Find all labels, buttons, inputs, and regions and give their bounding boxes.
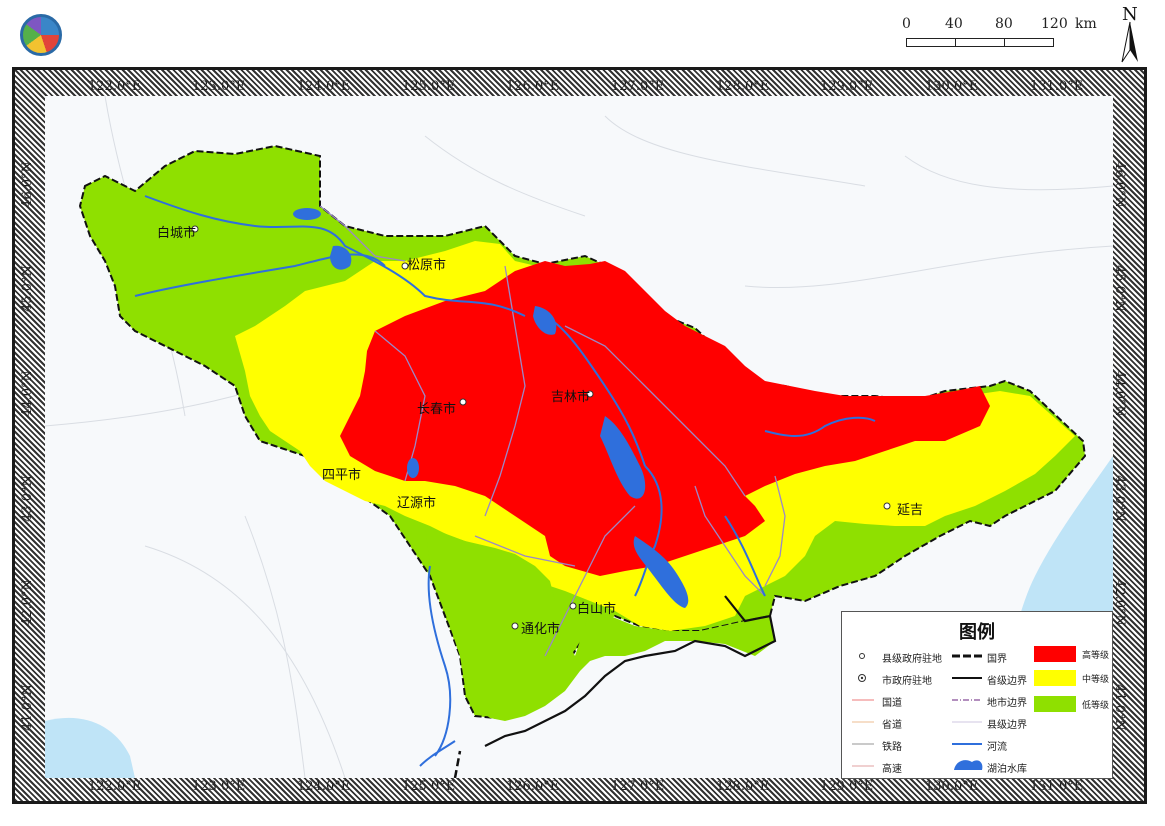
lat-label-right-46: 46.0°N: [1111, 161, 1127, 208]
city-label-baicheng: 白城市: [157, 226, 197, 241]
lat-label-right-41: 41.0°N: [1111, 684, 1127, 731]
scale-bar: 0 40 80 120 km: [902, 14, 1097, 54]
legend-city-border: 地市边界: [987, 698, 1027, 709]
legend-title: 图例: [959, 622, 995, 643]
lat-label-left-46: 46.0°N: [19, 161, 35, 208]
lat-label-right-42: 42.0°N: [1111, 579, 1127, 626]
north-label: N: [1122, 4, 1138, 25]
lakes: [293, 208, 689, 608]
lat-label-left-45: 45.0°N: [19, 265, 35, 312]
legend-river: 河流: [987, 742, 1007, 753]
lat-label-right-44: 44.0°N: [1111, 370, 1127, 417]
legend-swatch-high: [1034, 646, 1076, 662]
lon-label-top-131: 131.0°E: [1030, 79, 1084, 94]
scale-tick-40: 40: [945, 16, 963, 32]
north-arrow-icon: [1121, 21, 1138, 63]
lon-label-bottom-123: 123.0°E: [192, 779, 246, 794]
lon-label-top-126: 126.0°E: [506, 79, 560, 94]
city-label-baishan: 白山市: [577, 602, 617, 617]
lon-label-bottom-130: 130.0°E: [925, 779, 979, 794]
city-label-liaoyuan: 辽源市: [397, 496, 437, 511]
lon-label-bottom-122: 122.0°E: [88, 779, 142, 794]
legend-city-seat: 市政府驻地: [882, 676, 932, 687]
lon-label-bottom-129: 129.0°E: [820, 779, 874, 794]
lon-label-top-128: 128.0°E: [716, 79, 770, 94]
legend-railway: 铁路: [882, 742, 902, 753]
lon-label-top-127: 127.0°E: [611, 79, 665, 94]
north-arrow: N: [1116, 4, 1146, 64]
county-seats: [191, 225, 891, 630]
legend-national-road: 国道: [882, 698, 902, 709]
legend-county-seat: 县级政府驻地: [882, 654, 942, 665]
lat-label-left-41: 41.0°N: [19, 684, 35, 731]
legend-lake: 湖泊水库: [987, 764, 1027, 775]
rivers: [134, 195, 876, 767]
lon-label-bottom-128: 128.0°E: [716, 779, 770, 794]
lat-label-left-42: 42.0°N: [19, 579, 35, 626]
scale-segment-1: [906, 38, 956, 47]
legend-high-label: 高等级: [1082, 651, 1110, 661]
region-low-south: [425, 526, 775, 721]
lon-label-bottom-125: 125.0°E: [402, 779, 456, 794]
province-boundary: [484, 595, 777, 747]
lon-label-top-123: 123.0°E: [192, 79, 246, 94]
legend-provincial-road: 省道: [882, 720, 902, 731]
lat-label-right-43: 43.0°N: [1111, 475, 1127, 522]
lon-label-top-122: 122.0°E: [88, 79, 142, 94]
legend-national-border: 国界: [987, 654, 1007, 665]
city-label-songyuan: 松原市: [407, 258, 447, 273]
legend-provincial-border: 省级边界: [987, 676, 1027, 687]
lon-label-top-129: 129.0°E: [820, 79, 874, 94]
lon-label-top-130: 130.0°E: [925, 79, 979, 94]
lon-label-bottom-131: 131.0°E: [1030, 779, 1084, 794]
lat-label-left-43: 43.0°N: [19, 475, 35, 522]
lon-label-bottom-124: 124.0°E: [297, 779, 351, 794]
scale-tick-120: 120: [1041, 16, 1068, 32]
legend-county-border: 县级边界: [987, 720, 1027, 731]
lon-label-bottom-127: 127.0°E: [611, 779, 665, 794]
legend-medium-label: 中等级: [1082, 675, 1110, 685]
legend-swatch-low: [1034, 696, 1076, 712]
sea-southwest: [45, 717, 135, 778]
city-label-jilin: 吉林市: [551, 390, 591, 405]
scale-unit: km: [1075, 16, 1097, 32]
scale-segment-3: [1004, 38, 1054, 47]
city-borders: [319, 205, 786, 657]
legend-symbols: [852, 653, 983, 770]
city-label-tonghua: 通化市: [521, 622, 561, 637]
lon-label-bottom-126: 126.0°E: [506, 779, 560, 794]
city-label-yanji: 延吉: [897, 503, 924, 518]
city-label-changchun: 长春市: [417, 402, 457, 417]
scale-segment-2: [955, 38, 1005, 47]
lon-label-top-124: 124.0°E: [297, 79, 351, 94]
scale-tick-0: 0: [902, 16, 911, 32]
lat-label-right-45: 45.0°N: [1111, 265, 1127, 312]
national-border: [453, 750, 462, 778]
lat-label-left-44: 44.0°N: [19, 370, 35, 417]
legend-swatch-medium: [1034, 670, 1076, 686]
map-legend: 图例 县级政府驻地 市政府驻地 国道 省道 铁路 高速 国界 省级边界 地市边界…: [841, 611, 1113, 779]
city-label-siping: 四平市: [322, 468, 362, 483]
institution-logo: [20, 14, 62, 56]
lon-label-top-125: 125.0°E: [402, 79, 456, 94]
scale-tick-80: 80: [995, 16, 1013, 32]
region-high: [340, 261, 990, 576]
legend-low-label: 低等级: [1082, 701, 1110, 711]
legend-highway: 高速: [882, 764, 902, 775]
